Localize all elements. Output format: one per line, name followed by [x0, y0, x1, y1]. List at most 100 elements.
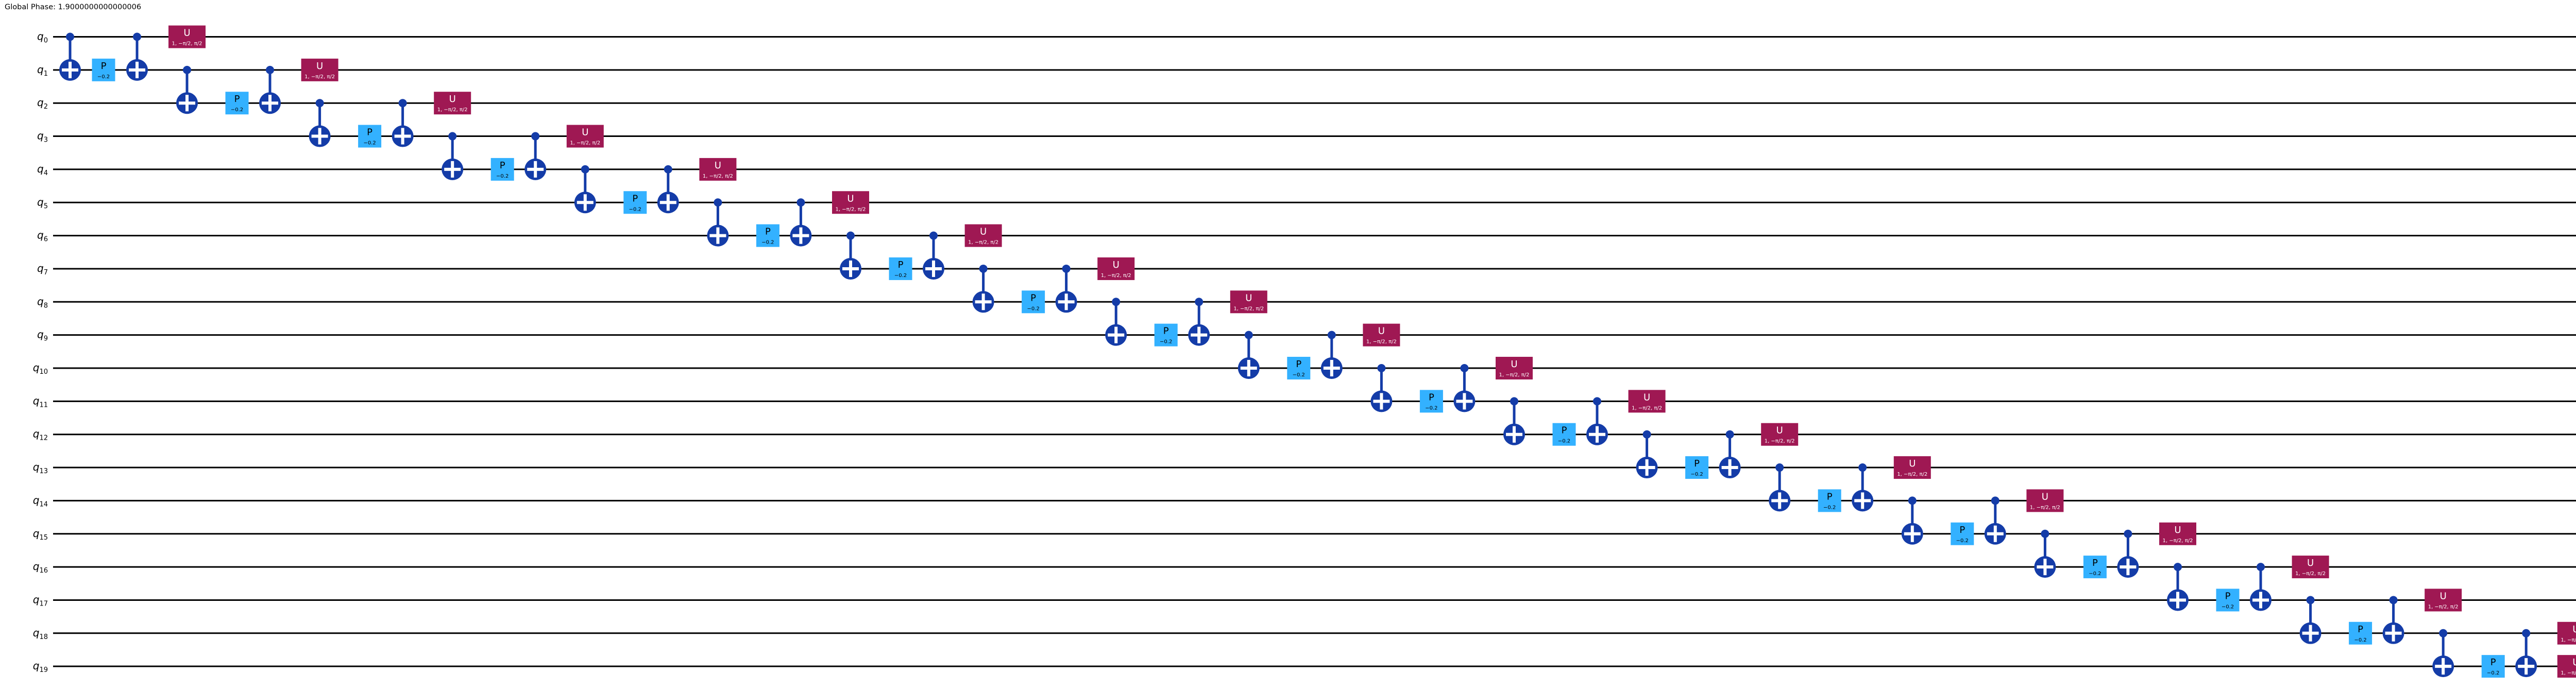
cx-gate	[923, 231, 944, 280]
control-dot	[796, 198, 805, 207]
u-gate: U 1, −π/2, π/2	[1761, 423, 1799, 446]
u-gate-param: 1, −π/2, π/2	[570, 141, 600, 146]
u-gate-label: U	[1113, 260, 1120, 270]
u-gate-box	[1230, 290, 1267, 314]
cx-gate	[1320, 331, 1343, 379]
u-gate-box	[1363, 323, 1400, 347]
u-gate: U 1, −π/2, π/2	[566, 125, 604, 148]
p-gate-label: P	[765, 227, 771, 237]
qubit-label: q15	[33, 527, 48, 542]
p-gate: P −0.2	[1685, 456, 1709, 479]
p-gate: P −0.2	[2481, 655, 2505, 678]
cx-gate	[1769, 463, 1791, 512]
control-dot	[1775, 463, 1784, 472]
cx-gate	[176, 65, 198, 114]
p-gate-label: P	[101, 61, 107, 72]
cx-gate	[790, 198, 812, 247]
cx-gate	[1238, 331, 1260, 379]
p-gate-param: −0.2	[2089, 571, 2101, 577]
u-gate-box	[168, 25, 206, 48]
u-gate-box	[1761, 423, 1799, 446]
u-gate-param: 1, −π/2, π/2	[1765, 439, 1795, 444]
u-gate: U 1, −π/2, π/2	[1097, 257, 1135, 280]
p-gate-label: P	[1163, 326, 1169, 337]
qubit-label: q12	[33, 428, 48, 442]
u-gate-param: 1, −π/2, π/2	[1366, 339, 1397, 345]
qubit-label: q3	[37, 130, 48, 144]
p-gate-box	[2083, 556, 2107, 579]
p-gate-param: −0.2	[761, 240, 774, 246]
p-gate-label: P	[2358, 624, 2363, 635]
u-gate-param: 1, −π/2, π/2	[2295, 571, 2326, 577]
p-gate-box	[358, 125, 382, 148]
control-dot	[183, 65, 191, 74]
cx-gate	[1453, 364, 1476, 412]
control-dot	[2439, 629, 2448, 637]
control-dot	[2174, 563, 2182, 572]
u-gate-param: 1, −π/2, π/2	[968, 240, 998, 246]
control-dot	[2041, 529, 2049, 538]
global-phase-label: Global Phase: 1.9000000000000006	[5, 3, 142, 11]
cx-gate	[1188, 298, 1210, 346]
p-gate-param: −0.2	[894, 273, 907, 279]
p-gate: P −0.2	[225, 92, 249, 115]
control-dot	[266, 65, 274, 74]
qubit-label: q4	[37, 163, 48, 177]
u-gate-label: U	[2174, 525, 2181, 535]
p-gate-box	[1287, 357, 1311, 379]
p-gate: P −0.2	[2349, 621, 2372, 645]
cx-gate	[2167, 563, 2189, 611]
u-gate-box	[964, 224, 1002, 247]
u-gate: U 1, −π/2, π/2	[699, 158, 737, 181]
u-gate-box	[2557, 621, 2576, 645]
u-gate-label: U	[1643, 392, 1650, 403]
qubit-label: q5	[37, 196, 48, 210]
qubit-label: q9	[37, 328, 48, 343]
control-dot	[1460, 364, 1469, 372]
u-gate-label: U	[582, 127, 588, 138]
control-dot	[1908, 496, 1917, 505]
p-gate-box	[889, 257, 912, 280]
u-gate-label: U	[2307, 558, 2314, 568]
p-gate-param: −0.2	[97, 74, 110, 80]
cx-gate	[657, 165, 679, 214]
p-gate: P −0.2	[1818, 489, 1841, 512]
u-gate-box	[566, 125, 604, 148]
cx-gate	[1503, 397, 1525, 445]
u-gate-label: U	[449, 94, 456, 105]
p-gate-box	[1685, 456, 1709, 479]
control-dot	[1642, 430, 1651, 439]
u-gate: U 1, −π/2, π/2	[832, 191, 869, 214]
p-gate-param: −0.2	[629, 206, 641, 212]
p-gate: P −0.2	[1419, 390, 1443, 413]
u-gate-param: 1, −π/2, π/2	[1101, 273, 1131, 279]
control-dot	[2306, 596, 2315, 604]
control-dot	[1510, 397, 1518, 406]
u-gate-param: 1, −π/2, π/2	[2561, 637, 2576, 643]
p-gate: P −0.2	[1951, 522, 1974, 545]
u-gate: U 1, −π/2, π/2	[168, 25, 206, 48]
p-gate-param: −0.2	[1956, 538, 1969, 544]
cx-gate	[2382, 596, 2404, 644]
u-gate-param: 1, −π/2, π/2	[703, 174, 733, 179]
cx-gate	[1984, 496, 2006, 545]
qubit-label: q11	[33, 394, 48, 409]
u-gate-label: U	[2440, 591, 2447, 601]
u-gate: U 1, −π/2, π/2	[2026, 489, 2064, 512]
u-gate-label: U	[1909, 458, 1916, 469]
control-dot	[66, 32, 74, 41]
p-gate: P −0.2	[490, 158, 514, 181]
p-gate: P −0.2	[1552, 423, 1576, 446]
u-gate: U 1, −π/2, π/2	[2557, 655, 2576, 678]
u-gate-box	[2026, 489, 2064, 512]
u-gate: U 1, −π/2, π/2	[2425, 589, 2462, 612]
control-dot	[1377, 364, 1386, 372]
cx-gate	[574, 165, 596, 214]
u-gate-box	[301, 58, 338, 81]
control-dot	[581, 165, 589, 174]
p-gate-label: P	[500, 160, 505, 171]
p-gate-box	[490, 158, 514, 181]
control-dot	[1725, 430, 1734, 439]
control-dot	[1858, 463, 1867, 472]
